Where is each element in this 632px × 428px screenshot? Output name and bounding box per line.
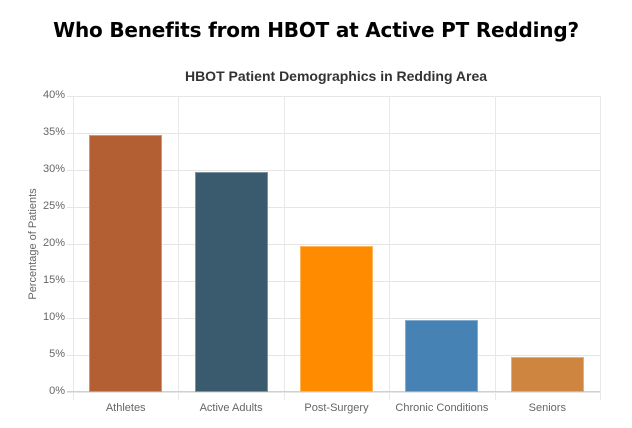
x-tick-label: Chronic Conditions (395, 402, 489, 414)
bar-chronic-conditions[interactable] (405, 319, 479, 392)
bar-athletes[interactable] (89, 134, 163, 392)
bar-seniors[interactable] (510, 356, 584, 392)
gridline-vertical (283, 96, 285, 400)
gridline-horizontal (67, 170, 600, 171)
gridline-vertical (600, 96, 601, 400)
bar-active-adults[interactable] (194, 171, 268, 392)
y-tick-label: 0% (49, 385, 65, 397)
x-tick-label: Seniors (528, 402, 566, 414)
y-tick-label: 10% (42, 311, 65, 323)
gridline-horizontal (67, 207, 600, 208)
bar-post-surgery[interactable] (300, 245, 373, 392)
y-tick-label: 15% (42, 274, 65, 286)
x-tick-label: Active Adults (199, 402, 263, 414)
gridline-horizontal (67, 96, 600, 97)
x-tick-label: Post-Surgery (304, 402, 369, 414)
gridline-horizontal (67, 392, 600, 393)
gridline-horizontal (67, 244, 600, 245)
y-tick-label: 30% (42, 163, 65, 175)
gridline-horizontal (67, 133, 600, 134)
chart-title: HBOT Patient Demographics in Redding Are… (184, 68, 488, 84)
gridline-vertical (178, 96, 180, 400)
y-tick-label: 35% (42, 126, 65, 138)
x-tick-label: Athletes (105, 402, 146, 414)
gridline-vertical (73, 96, 74, 400)
chart-plot-area: Percentage of Patients 0% 5% 10% 15% 20% 25% 3… (27, 89, 601, 414)
gridline-vertical (389, 96, 391, 400)
y-tick-label: 40% (42, 89, 65, 101)
y-tick-label: 25% (42, 200, 65, 212)
y-tick-label: 20% (42, 237, 65, 249)
y-tick-label: 5% (49, 348, 65, 360)
page-title: Who Benefits from HBOT at Active PT Redd… (53, 18, 579, 42)
gridline-vertical (494, 96, 496, 400)
